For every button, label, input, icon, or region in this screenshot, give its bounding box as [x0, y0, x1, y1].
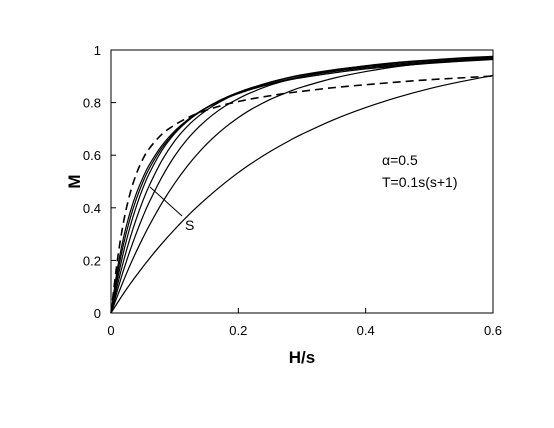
- s-arrow-label: S: [185, 217, 194, 233]
- x-tick-label: 0.6: [484, 323, 502, 338]
- series-line: [110, 55, 494, 314]
- plot-area: 0 0.2 0.4 0.6 0 0.2 0.4 0.6 0.8 1: [83, 43, 502, 338]
- series-line: [110, 57, 494, 314]
- x-axis-title: H/s: [289, 348, 315, 367]
- y-axis-title: M: [65, 174, 84, 188]
- series-line: [110, 56, 494, 314]
- x-tick-label: 0: [107, 323, 114, 338]
- y-tick-label: 1: [94, 43, 101, 58]
- s-arrow-line: [149, 186, 183, 217]
- y-tick-label: 0.4: [83, 201, 101, 216]
- param-t-label: T=0.1s(s+1): [382, 174, 457, 190]
- param-alpha-label: α=0.5: [382, 152, 418, 168]
- series-line: [110, 58, 494, 314]
- series-group: [110, 55, 494, 314]
- series-line: [110, 74, 494, 314]
- ticks-group: 0 0.2 0.4 0.6 0 0.2 0.4 0.6 0.8 1: [83, 43, 502, 338]
- x-tick-label: 0.4: [357, 323, 375, 338]
- x-tick-label: 0.2: [229, 323, 247, 338]
- y-tick-label: 0: [94, 306, 101, 321]
- series-line-dashed: [110, 75, 494, 314]
- y-tick-label: 0.8: [83, 96, 101, 111]
- plot-frame: [110, 49, 494, 314]
- y-tick-label: 0.2: [83, 253, 101, 268]
- y-tick-label: 0.6: [83, 148, 101, 163]
